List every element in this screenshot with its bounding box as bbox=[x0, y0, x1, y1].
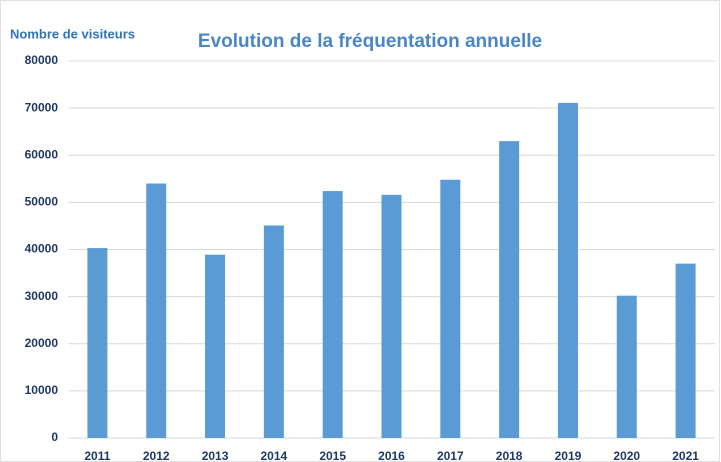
chart-title: Evolution de la fréquentation annuelle bbox=[198, 31, 542, 52]
bar bbox=[205, 254, 226, 438]
y-axis-label: Nombre de visiteurs bbox=[10, 26, 135, 41]
x-tick-label: 2020 bbox=[613, 449, 640, 462]
x-tick-label: 2019 bbox=[555, 449, 582, 462]
bar bbox=[381, 194, 402, 438]
y-tick-label: 20000 bbox=[25, 336, 59, 350]
y-tick-label: 0 bbox=[51, 430, 58, 444]
bar bbox=[616, 295, 637, 438]
y-tick-label: 80000 bbox=[25, 53, 59, 67]
bar bbox=[499, 141, 520, 439]
bar bbox=[440, 179, 461, 438]
x-tick-label: 2012 bbox=[143, 449, 170, 462]
y-tick-label: 30000 bbox=[25, 289, 59, 303]
x-tick-label: 2011 bbox=[84, 449, 110, 462]
x-tick-label: 2013 bbox=[202, 449, 229, 462]
bar bbox=[557, 102, 578, 438]
bar bbox=[146, 183, 167, 438]
bar bbox=[87, 248, 108, 438]
x-tick-label: 2014 bbox=[261, 449, 288, 462]
x-tick-label: 2016 bbox=[378, 449, 405, 462]
x-tick-label: 2015 bbox=[319, 449, 346, 462]
y-tick-label: 50000 bbox=[25, 195, 59, 209]
y-tick-label: 40000 bbox=[25, 242, 59, 256]
bar bbox=[322, 191, 343, 438]
bar bbox=[675, 263, 696, 438]
bar bbox=[263, 225, 284, 438]
y-tick-label: 70000 bbox=[25, 100, 59, 114]
y-tick-label: 60000 bbox=[25, 147, 59, 161]
x-tick-label: 2021 bbox=[672, 449, 699, 462]
x-tick-label: 2017 bbox=[437, 449, 464, 462]
y-tick-label: 10000 bbox=[25, 383, 59, 397]
x-tick-label: 2018 bbox=[496, 449, 523, 462]
